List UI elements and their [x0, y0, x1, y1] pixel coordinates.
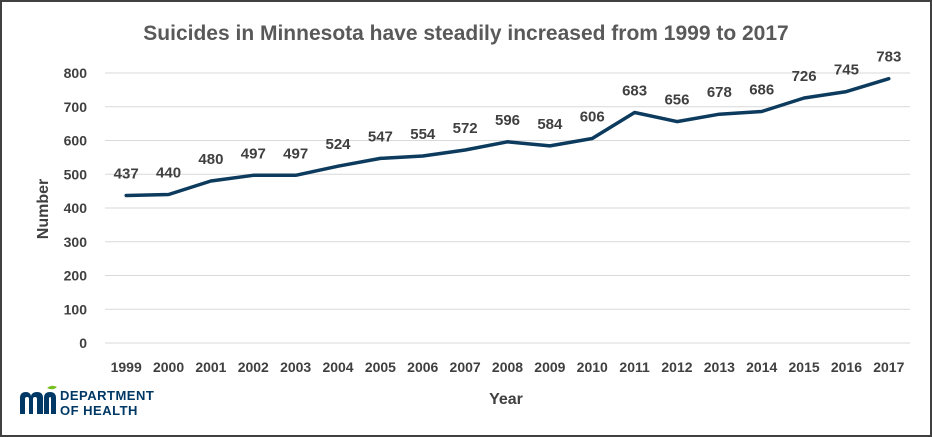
x-tick-label: 2002 [238, 359, 269, 375]
y-tick-label: 700 [64, 99, 88, 115]
data-label: 584 [537, 116, 563, 133]
data-label: 524 [326, 136, 352, 153]
data-label: 440 [156, 165, 181, 182]
y-tick-label: 200 [64, 268, 88, 284]
x-tick-label: 2005 [365, 359, 396, 375]
x-tick-label: 2001 [195, 359, 226, 375]
data-label: 656 [664, 92, 689, 109]
x-tick-label: 2013 [704, 359, 735, 375]
x-tick-label: 2016 [831, 359, 862, 375]
x-tick-label: 1999 [111, 359, 142, 375]
data-label: 554 [410, 126, 436, 143]
y-tick-label: 100 [64, 301, 88, 317]
x-tick-label: 2007 [450, 359, 481, 375]
data-label: 437 [114, 166, 139, 183]
data-label: 783 [876, 49, 901, 66]
y-tick-label: 400 [64, 200, 88, 216]
chart-title: Suicides in Minnesota have steadily incr… [143, 22, 788, 45]
gridlines [105, 72, 910, 344]
data-label: 606 [580, 108, 605, 125]
data-label: 572 [453, 120, 478, 137]
x-axis-ticks: 1999 2000 2001 2002 2003 2004 2005 2006 2007 2008… [111, 359, 905, 375]
data-label: 480 [198, 151, 223, 168]
y-tick-label: 500 [64, 166, 88, 182]
x-tick-label: 2006 [407, 359, 438, 375]
x-tick-label: 2003 [280, 359, 311, 375]
data-label: 497 [283, 145, 308, 162]
mn-department-of-health-logo: DEPARTMENT OF HEALTH [20, 385, 154, 418]
logo-text-line1: DEPARTMENT [60, 388, 154, 403]
x-axis-title: Year [489, 391, 523, 408]
series-line [124, 76, 891, 198]
x-tick-label: 2012 [661, 359, 692, 375]
data-label: 745 [834, 62, 859, 79]
x-tick-label: 2015 [789, 359, 820, 375]
data-label: 497 [241, 145, 266, 162]
x-tick-label: 2000 [153, 359, 184, 375]
logo-text-line2: OF HEALTH [60, 403, 138, 418]
data-label: 547 [368, 128, 393, 145]
x-tick-label: 2014 [746, 359, 777, 375]
x-tick-label: 2010 [577, 359, 608, 375]
y-axis-title: Number [35, 179, 52, 239]
x-tick-label: 2011 [619, 359, 650, 375]
x-tick-label: 2008 [492, 359, 523, 375]
y-tick-label: 800 [64, 65, 88, 81]
y-tick-label: 0 [79, 335, 87, 351]
x-tick-label: 2009 [534, 359, 565, 375]
data-labels: 437 440 480 497 497 524 547 554 572 596 584 606 683 6… [114, 49, 901, 196]
data-label: 678 [707, 84, 732, 101]
data-label: 726 [792, 68, 817, 85]
data-label: 686 [749, 81, 774, 98]
mn-logo-icon [20, 385, 57, 414]
y-tick-label: 600 [64, 133, 88, 149]
data-label: 596 [495, 112, 520, 129]
x-tick-label: 2004 [322, 359, 353, 375]
y-tick-label: 300 [64, 234, 88, 250]
x-tick-label: 2017 [873, 359, 904, 375]
data-label: 683 [622, 82, 647, 99]
y-axis-ticks: 0 100 200 300 400 500 600 700 800 [64, 65, 88, 351]
